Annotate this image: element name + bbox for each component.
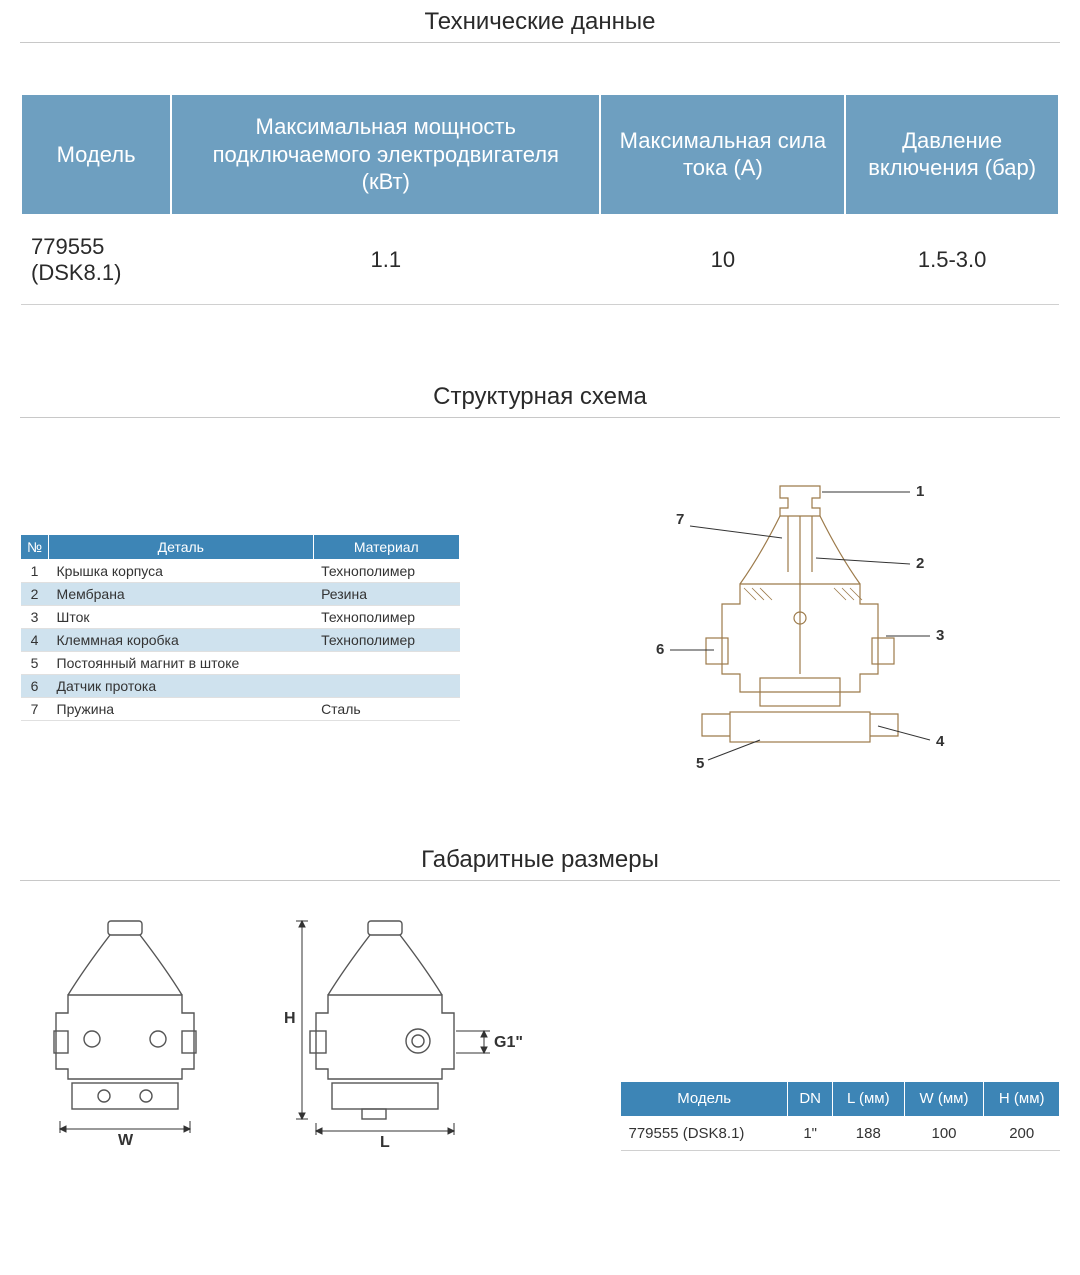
parts-td-part: Шток [49, 606, 314, 629]
parts-td-mat [313, 675, 459, 698]
cross-section-icon: 1 2 3 4 5 6 7 [610, 468, 990, 788]
dims-th-model: Модель [621, 1082, 788, 1116]
dim-label-w: W [118, 1132, 134, 1149]
parts-td-part: Пружина [49, 698, 314, 721]
parts-td-mat [313, 652, 459, 675]
parts-td-n: 6 [21, 675, 49, 698]
parts-td-mat: Технополимер [313, 629, 459, 652]
parts-td-n: 3 [21, 606, 49, 629]
section-title-struct: Структурная схема [20, 375, 1060, 418]
parts-td-part: Датчик протока [49, 675, 314, 698]
parts-row: 1Крышка корпусаТехнополимер [21, 560, 460, 583]
parts-td-n: 1 [21, 560, 49, 583]
tech-th-current: Максимальная сила тока (А) [600, 94, 845, 215]
tech-td-pressure: 1.5-3.0 [845, 215, 1059, 305]
tech-table-wrap: Модель Максимальная мощность подключаемо… [20, 93, 1060, 305]
dims-td-l: 188 [833, 1116, 905, 1150]
parts-td-part: Клеммная коробка [49, 629, 314, 652]
callout-5: 5 [696, 755, 704, 772]
section-title-tech: Технические данные [20, 0, 1060, 43]
dims-td-model: 779555 (DSK8.1) [621, 1116, 788, 1150]
parts-td-mat: Сталь [313, 698, 459, 721]
dim-label-l: L [380, 1134, 390, 1151]
callout-2: 2 [916, 555, 924, 572]
parts-table: № Деталь Материал 1Крышка корпусаТехнопо… [20, 534, 460, 721]
struct-diagram: 1 2 3 4 5 6 7 [540, 468, 1060, 788]
dims-th-h: H (мм) [984, 1082, 1060, 1116]
tech-th-power: Максимальная мощность подключаемого элек… [171, 94, 600, 215]
dims-drawings: W H [20, 911, 550, 1151]
parts-th-mat: Материал [313, 535, 459, 560]
parts-row: 3ШтокТехнополимер [21, 606, 460, 629]
callout-4: 4 [936, 733, 945, 750]
dims-area: W H [20, 911, 1060, 1151]
parts-td-part: Крышка корпуса [49, 560, 314, 583]
parts-row: 4Клеммная коробкаТехнополимер [21, 629, 460, 652]
callout-7: 7 [676, 511, 684, 528]
dim-label-h: H [284, 1010, 296, 1027]
parts-td-n: 2 [21, 583, 49, 606]
callout-1: 1 [916, 483, 924, 500]
parts-row: 6Датчик протока [21, 675, 460, 698]
front-view-icon: W [20, 911, 230, 1151]
parts-th-n: № [21, 535, 49, 560]
parts-td-mat: Резина [313, 583, 459, 606]
dim-label-g1: G1" [494, 1034, 523, 1051]
parts-row: 7ПружинаСталь [21, 698, 460, 721]
parts-td-part: Мембрана [49, 583, 314, 606]
side-view-icon: H L G1" [250, 911, 550, 1151]
parts-td-mat: Технополимер [313, 606, 459, 629]
parts-row: 5Постоянный магнит в штоке [21, 652, 460, 675]
dims-th-w: W (мм) [904, 1082, 984, 1116]
parts-td-n: 5 [21, 652, 49, 675]
dims-th-dn: DN [788, 1082, 833, 1116]
parts-td-n: 4 [21, 629, 49, 652]
parts-td-part: Постоянный магнит в штоке [49, 652, 314, 675]
callout-6: 6 [656, 641, 664, 658]
dims-table: Модель DN L (мм) W (мм) H (мм) 779555 (D… [620, 1081, 1060, 1150]
struct-area: № Деталь Материал 1Крышка корпусаТехнопо… [20, 468, 1060, 788]
tech-td-power: 1.1 [171, 215, 600, 305]
tech-td-current: 10 [600, 215, 845, 305]
parts-row: 2МембранаРезина [21, 583, 460, 606]
callout-3: 3 [936, 627, 944, 644]
dims-th-l: L (мм) [833, 1082, 905, 1116]
tech-td-model: 779555 (DSK8.1) [21, 215, 171, 305]
section-title-dims: Габаритные размеры [20, 838, 1060, 881]
parts-td-n: 7 [21, 698, 49, 721]
tech-row: 779555 (DSK8.1) 1.1 10 1.5-3.0 [21, 215, 1059, 305]
parts-td-mat: Технополимер [313, 560, 459, 583]
tech-th-pressure: Давление включения (бар) [845, 94, 1059, 215]
dims-td-w: 100 [904, 1116, 984, 1150]
tech-table: Модель Максимальная мощность подключаемо… [20, 93, 1060, 305]
parts-th-part: Деталь [49, 535, 314, 560]
dims-td-h: 200 [984, 1116, 1060, 1150]
dims-td-dn: 1" [788, 1116, 833, 1150]
tech-th-model: Модель [21, 94, 171, 215]
dims-row: 779555 (DSK8.1) 1" 188 100 200 [621, 1116, 1060, 1150]
